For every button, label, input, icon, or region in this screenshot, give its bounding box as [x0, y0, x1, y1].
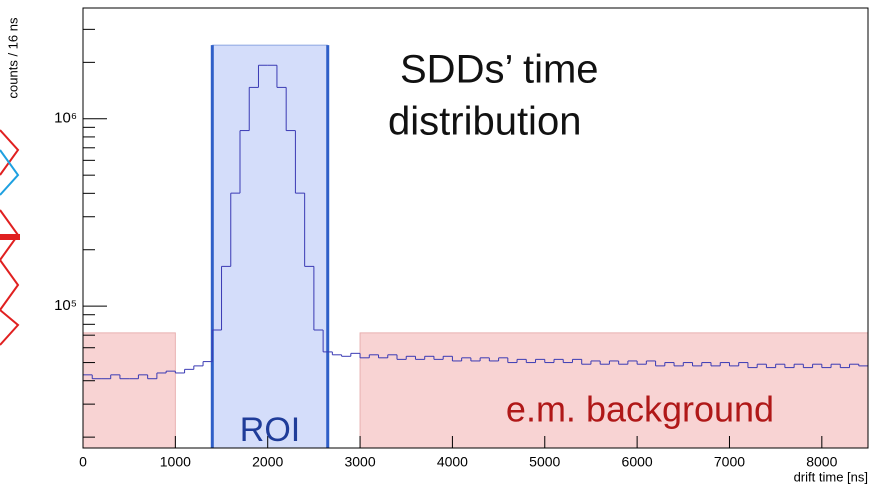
cropped-decoration	[0, 129, 20, 346]
x-tick-label: 7000	[714, 454, 745, 470]
decoration	[0, 209, 20, 346]
x-tick-label: 8000	[806, 454, 837, 470]
background-label: e.m. background	[506, 389, 774, 430]
title-line: SDDs’ time	[400, 48, 599, 92]
region	[212, 45, 328, 448]
x-tick-label: 6000	[622, 454, 653, 470]
x-tick-label: 1000	[160, 454, 191, 470]
x-axis-label: drift time [ns]	[794, 469, 868, 484]
roi-label: ROI	[240, 411, 300, 449]
x-tick-label: 0	[79, 454, 87, 470]
decoration	[0, 129, 20, 176]
y-axis-label: counts / 16 ns	[5, 17, 20, 98]
x-tick-label: 5000	[529, 454, 560, 470]
region	[82, 332, 176, 449]
histogram-connector	[91, 65, 860, 379]
y-tick-label: 10⁵	[54, 297, 77, 314]
x-tick-label: 2000	[252, 454, 283, 470]
y-tick-label: 10⁶	[54, 110, 77, 127]
region	[359, 332, 869, 449]
x-tick-label: 4000	[437, 454, 468, 470]
plot-frame	[82, 7, 869, 449]
decoration	[0, 149, 20, 196]
x-tick-label: 3000	[344, 454, 375, 470]
title-line: distribution	[388, 100, 581, 144]
